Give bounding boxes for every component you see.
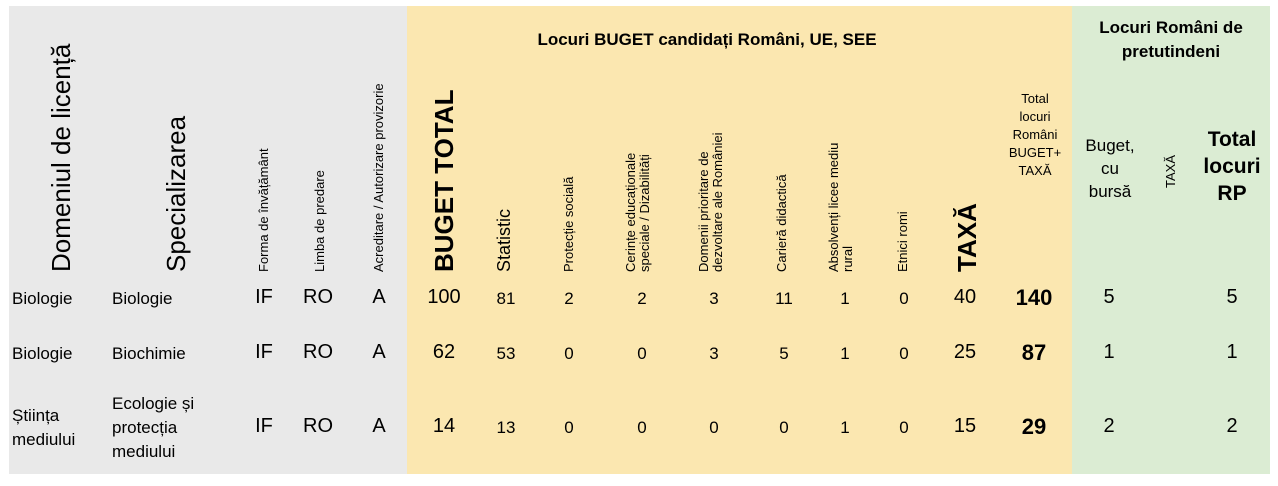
header-protectie: Protecție socială xyxy=(561,176,576,272)
cell-etnici: 0 xyxy=(899,418,909,437)
header-cerinte: Cerințe educaționale speciale / Dizabilit… xyxy=(623,152,652,272)
cell-etnici: 0 xyxy=(899,289,909,308)
cell-cariera: 0 xyxy=(779,418,789,437)
cell-acreditare: A xyxy=(372,415,386,437)
header-rp-buget: Buget, cu bursă xyxy=(1085,136,1135,201)
cell-rp-total: 2 xyxy=(1226,415,1238,437)
cell-absolventi: 1 xyxy=(840,289,850,308)
header-domenii: Domenii prioritare de dezvoltare ale Româ… xyxy=(696,132,725,272)
cell-cariera: 11 xyxy=(775,289,793,308)
cell-forma: IF xyxy=(255,341,273,363)
cell-total: 140 xyxy=(1015,285,1053,310)
cell-etnici: 0 xyxy=(899,344,909,363)
header-forma: Forma de învățământ xyxy=(256,148,271,272)
cell-protectie: 0 xyxy=(564,344,574,363)
cell-domenii: 3 xyxy=(709,344,719,363)
cell-buget-total: 100 xyxy=(427,286,461,308)
cell-limba: RO xyxy=(303,286,333,308)
cell-cerinte: 2 xyxy=(637,289,647,308)
cell-taxa: 15 xyxy=(953,415,977,437)
left-column-background xyxy=(9,6,407,474)
cell-acreditare: A xyxy=(372,341,386,363)
cell-limba: RO xyxy=(303,415,333,437)
cell-absolventi: 1 xyxy=(840,344,850,363)
header-domeniu: Domeniul de licență xyxy=(46,43,76,272)
cell-absolventi: 1 xyxy=(840,418,850,437)
cell-statistic: 53 xyxy=(496,344,516,363)
cell-domenii: 3 xyxy=(709,289,719,308)
cell-specializare: Ecologie și protecția mediului xyxy=(112,394,195,461)
cell-forma: IF xyxy=(255,286,273,308)
cell-protectie: 2 xyxy=(564,289,574,308)
header-etnici: Etnici romi xyxy=(895,211,910,272)
header-specializare: Specializarea xyxy=(161,115,191,272)
cell-domeniu: Biologie xyxy=(12,289,73,308)
header-acreditare: Acreditare / Autorizare provizorie xyxy=(371,83,386,272)
header-cariera: Carieră didactică xyxy=(774,174,789,272)
cell-domeniu: Biologie xyxy=(12,344,73,363)
cell-taxa: 25 xyxy=(953,341,977,363)
header-absolventi: Absolvenți licee mediu rural xyxy=(826,142,855,272)
buget-group-title: Locuri BUGET candidați Români, UE, SEE xyxy=(537,30,877,49)
rp-group-title: Locuri Români de pretutindeni xyxy=(1099,18,1243,61)
cell-rp-buget: 1 xyxy=(1103,341,1115,363)
header-limba: Limba de predare xyxy=(312,170,327,272)
header-buget-total: BUGET TOTAL xyxy=(429,89,459,272)
cell-specializare: Biologie xyxy=(112,289,173,308)
header-total-romani: Total locuri Români BUGET+ TAXĂ xyxy=(1008,91,1062,178)
cell-forma: IF xyxy=(255,415,273,437)
cell-protectie: 0 xyxy=(564,418,574,437)
header-rp-total: Total locuri RP xyxy=(1203,128,1261,205)
cell-total: 29 xyxy=(1021,414,1047,439)
cell-total: 87 xyxy=(1021,340,1047,365)
header-statistic: Statistic xyxy=(494,208,514,272)
cell-acreditare: A xyxy=(372,286,386,308)
cell-statistic: 13 xyxy=(496,418,516,437)
cell-rp-total: 5 xyxy=(1226,286,1238,308)
cell-buget-total: 62 xyxy=(432,341,456,363)
cell-domenii: 0 xyxy=(709,418,719,437)
rp-section-background xyxy=(1072,6,1270,474)
cell-buget-total: 14 xyxy=(432,415,456,437)
cell-rp-buget: 5 xyxy=(1103,286,1115,308)
header-rp-taxa: TAXĂ xyxy=(1163,155,1178,188)
cell-cariera: 5 xyxy=(779,344,789,363)
cell-statistic: 81 xyxy=(496,289,516,308)
cell-rp-buget: 2 xyxy=(1103,415,1115,437)
cell-taxa: 40 xyxy=(953,286,977,308)
cell-cerinte: 0 xyxy=(637,344,647,363)
buget-section-background xyxy=(407,6,1072,474)
cell-cerinte: 0 xyxy=(637,418,647,437)
cell-domeniu: Știința mediului xyxy=(12,406,76,449)
cell-specializare: Biochimie xyxy=(112,344,186,363)
header-taxa: TAXĂ xyxy=(952,203,982,272)
cell-rp-total: 1 xyxy=(1226,341,1238,363)
cell-limba: RO xyxy=(303,341,333,363)
